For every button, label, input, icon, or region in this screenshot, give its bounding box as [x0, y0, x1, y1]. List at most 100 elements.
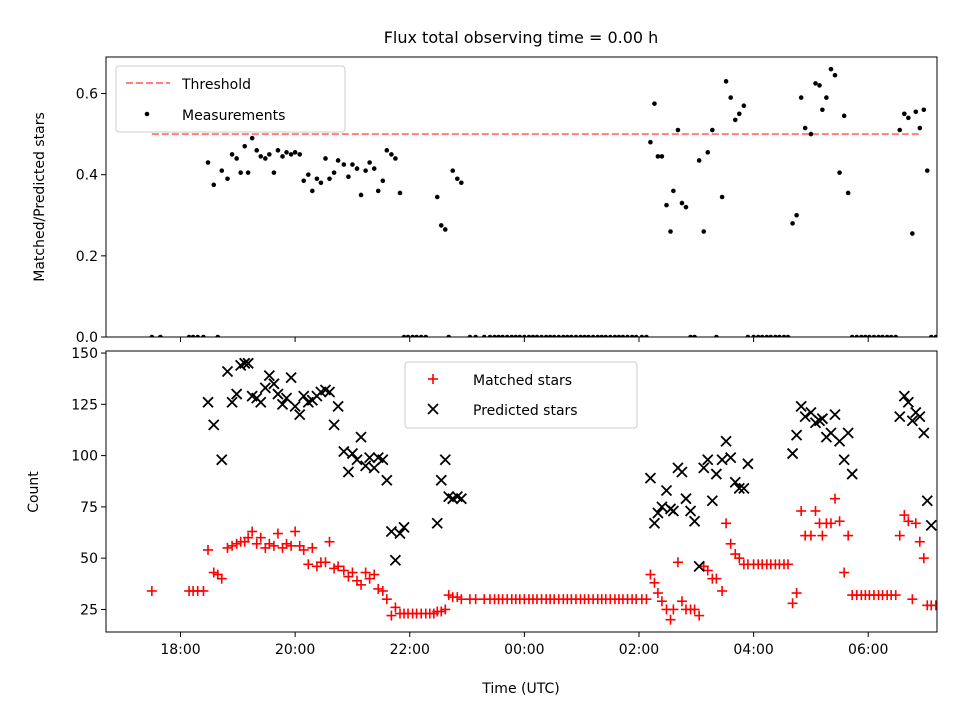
measurement-point	[917, 125, 923, 131]
predicted-point	[906, 415, 918, 427]
measurement-point	[335, 158, 341, 163]
measurement-point	[186, 334, 192, 337]
matched-point	[227, 540, 238, 551]
bottom-ytick-label: 125	[71, 397, 98, 413]
measurement-point	[884, 334, 890, 337]
predicted-point	[255, 396, 267, 408]
matched-point	[694, 610, 705, 621]
matched-point	[255, 532, 266, 543]
matched-point	[782, 559, 793, 570]
matched-point	[721, 518, 732, 529]
top-series-0	[149, 66, 937, 337]
measurement-point	[828, 66, 834, 72]
predicted-point	[829, 408, 841, 421]
matched-point	[251, 538, 262, 549]
predicted-point	[648, 517, 661, 529]
measurement-point	[410, 334, 415, 337]
measurement-point	[467, 334, 473, 337]
measurement-point	[837, 170, 842, 175]
measurement-point	[880, 334, 885, 337]
measurement-point	[331, 170, 337, 175]
measurement-point	[384, 148, 390, 153]
measurement-point	[719, 194, 725, 200]
matched-point	[817, 530, 828, 541]
xtick-label: 18:00	[160, 642, 200, 658]
predicted-point	[294, 408, 306, 421]
measurement-point	[902, 111, 907, 117]
predicted-point	[368, 462, 380, 474]
measurement-point	[275, 148, 281, 153]
measurement-point	[215, 334, 221, 337]
bottom-legend: Matched stars Predicted stars	[404, 361, 638, 429]
measurement-point	[434, 194, 440, 200]
legend-frame	[115, 65, 346, 133]
matched-point	[787, 598, 798, 609]
measurement-point	[205, 160, 211, 165]
predicted-point	[280, 392, 293, 404]
xtick-label: 02:00	[619, 642, 659, 658]
measurement-point	[526, 334, 532, 337]
predicted-point	[644, 472, 657, 484]
matched-point	[360, 567, 371, 578]
measurement-point	[190, 334, 196, 337]
matched-point	[369, 569, 380, 580]
measurement-point	[773, 334, 778, 337]
measurement-point	[813, 81, 818, 86]
predicted-point	[825, 427, 837, 439]
matched-point	[899, 510, 910, 521]
measurement-point	[768, 334, 774, 337]
measurement-point	[500, 334, 505, 337]
measurement-point	[297, 152, 303, 157]
matched-point	[470, 594, 481, 605]
measurement-point	[863, 334, 868, 337]
measurement-point	[481, 334, 487, 337]
matched-point	[668, 604, 679, 615]
measurement-point	[633, 334, 639, 337]
measurement-point	[249, 135, 255, 141]
predicted-point	[710, 468, 722, 480]
legend-frame	[404, 361, 638, 429]
matched-point	[939, 600, 949, 610]
predicted-point	[216, 454, 228, 466]
matched-point	[264, 538, 275, 549]
predicted-point	[656, 501, 668, 513]
measurement-point	[675, 127, 681, 133]
measurement-point	[358, 192, 364, 198]
measurement-point	[397, 190, 403, 196]
matched-point	[810, 505, 821, 516]
measurement-point	[696, 158, 702, 163]
measurement-point	[777, 334, 782, 337]
xtick-label: 00:00	[504, 642, 544, 658]
matched-point	[386, 610, 397, 621]
measurement-point	[710, 127, 715, 133]
measurement-point	[327, 176, 332, 182]
predicted-point	[660, 484, 673, 497]
measurement-point	[820, 107, 825, 113]
predicted-point	[431, 517, 443, 529]
measurement-point	[728, 95, 733, 100]
predicted-point	[263, 369, 275, 382]
predicted-point	[698, 462, 710, 474]
measurement-point	[655, 154, 661, 159]
bottom-marks	[146, 357, 949, 625]
measurement-point	[876, 334, 881, 337]
measurement-point	[487, 334, 493, 337]
measurement-point	[741, 103, 747, 108]
measurement-point	[599, 334, 605, 337]
matched-point	[307, 542, 318, 553]
bottom-series-0	[146, 493, 949, 625]
measurement-point	[301, 178, 307, 184]
measurement-point	[644, 334, 649, 337]
measurement-point	[612, 334, 618, 337]
measurement-point	[513, 334, 519, 337]
measurement-point	[530, 334, 536, 337]
predicted-point	[742, 458, 754, 470]
measurement-point	[921, 107, 927, 113]
predicted-point	[725, 452, 737, 464]
measurement-point	[509, 334, 515, 337]
predicted-point	[729, 476, 741, 488]
measurement-point	[639, 334, 645, 337]
predicted-point	[738, 482, 750, 495]
matched-point	[268, 540, 279, 551]
